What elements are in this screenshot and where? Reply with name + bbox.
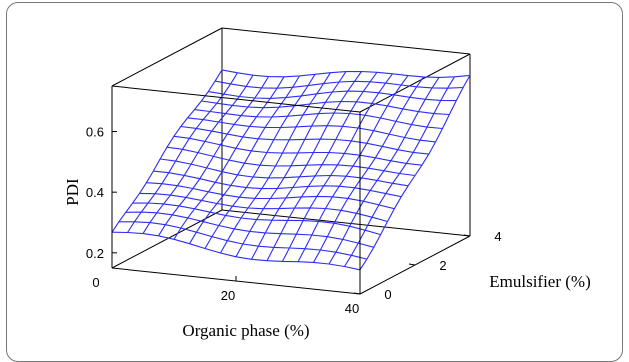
mesh-line-y [297,75,409,262]
y-tick-mark [353,292,361,295]
mesh-line-y [251,71,362,260]
mesh-line-y [282,73,393,262]
mesh-line-x [139,192,388,223]
y-tick-label: 4 [494,229,501,244]
tick-labels: 0.2 0.4 0.6 0 20 40 0 2 4 [86,125,502,317]
figure-frame [6,2,623,362]
box-edge [359,53,471,113]
box-edge [221,209,471,237]
mesh-line-y [328,77,440,265]
mesh-line-x [111,231,361,271]
mesh-line-y [173,76,285,240]
box-edge-front [111,85,361,113]
x-axis-label: Organic phase (%) [182,321,309,340]
y-tick-label: 2 [439,258,446,273]
axes-box-front [111,85,361,294]
y-tick-mark [463,234,471,237]
z-tick-label: 0.6 [86,125,104,140]
y-axis-label: Emulsifier (%) [489,272,591,291]
mesh-line-y [220,72,331,254]
surface-mesh [111,69,471,271]
box-edge [111,209,223,269]
mesh-line-y [235,71,347,258]
y-tick-mark [408,263,416,266]
box-edge [221,27,471,55]
z-tick-label: 0.2 [86,246,104,261]
mesh-line-x [118,221,368,260]
mesh-line-y [359,75,471,271]
mesh-line-y [204,74,316,249]
z-axis-label: PDI [63,178,82,206]
x-tick-label: 20 [221,288,235,303]
mesh-line-y [127,72,238,233]
axes-box [111,27,471,295]
x-tick-label: 0 [92,275,99,290]
x-tick-label: 40 [345,301,359,316]
mesh-line-y [313,76,424,263]
mesh-line-y [344,76,455,267]
mesh-line-y [111,69,223,233]
mesh-line-y [142,74,254,234]
z-tick-label: 0.4 [86,185,104,200]
mesh-line-y [158,76,269,237]
mesh-line-y [266,71,378,261]
y-tick-label: 0 [384,287,391,302]
box-edge [111,27,223,87]
mesh-line-x [146,182,395,210]
